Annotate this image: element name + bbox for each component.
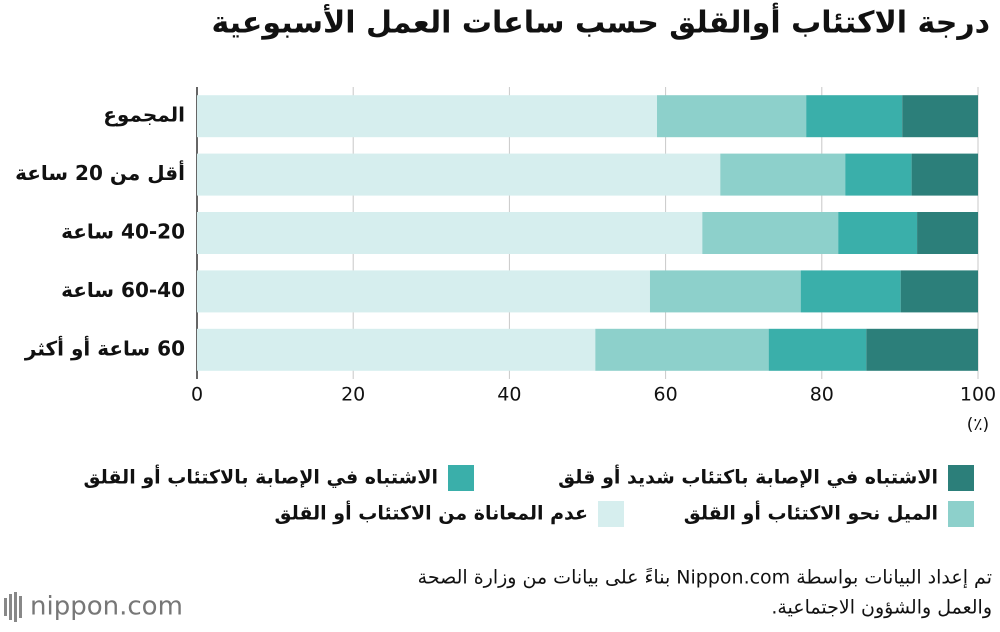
legend-label: الاشتباه في الإصابة بالاكتئاب أو القلق (84, 465, 439, 489)
bar-segment (845, 153, 912, 196)
y-tick-label: 40-20 ساعة (61, 220, 185, 244)
y-tick-label: 60 ساعة أو أكثر (24, 334, 185, 360)
bar-segment (900, 270, 978, 313)
legend-swatch (948, 501, 974, 527)
bar-segment (768, 328, 867, 371)
bar-segment (197, 95, 658, 138)
chart-title: درجة الاكتئاب أوالقلق حسب ساعات العمل ال… (211, 3, 990, 41)
bar-segment (197, 270, 650, 313)
legend-swatch (448, 465, 474, 491)
bar-segment (911, 153, 978, 196)
x-tick-label: 0 (191, 384, 203, 406)
bar-segment (800, 270, 901, 313)
bar-segment (702, 212, 839, 254)
bar-segment (197, 153, 721, 196)
note: والعمل والشؤون الاجتماعية. (771, 597, 992, 619)
bar-segment (838, 212, 918, 254)
x-tick-label: 80 (810, 384, 834, 406)
x-unit: (٪) (967, 415, 989, 435)
x-tick-label: 60 (654, 384, 678, 406)
bar-segment (902, 95, 978, 138)
bar-segment (806, 95, 903, 138)
x-tick-label: 100 (960, 384, 996, 406)
logo-text: nippon.com (30, 592, 183, 622)
note: تم إعداد البيانات بواسطة Nippon.com بناء… (418, 567, 992, 590)
x-tick-label: 20 (341, 384, 365, 406)
legend-label: عدم المعاناة من الاكتئاب أو القلق (274, 501, 588, 525)
bar-segment (720, 153, 846, 196)
bar-segment (197, 328, 596, 371)
y-tick-label: 60-40 ساعة (61, 278, 185, 302)
legend-swatch (948, 465, 974, 491)
bar-segment (197, 212, 703, 254)
bar-segment (595, 328, 769, 371)
y-tick-label: أقل من 20 ساعة (15, 159, 185, 185)
legend-label: الاشتباه في الإصابة باكتئاب شديد أو قلق (558, 465, 938, 489)
bar-segment (657, 95, 807, 138)
y-tick-label: المجموع (103, 103, 185, 127)
x-tick-label: 40 (497, 384, 521, 406)
bar-segment (917, 212, 978, 254)
logo-icon (4, 592, 22, 622)
legend-swatch (598, 501, 624, 527)
legend-label: الميل نحو الاكتئاب أو القلق (684, 501, 938, 525)
bar-segment (866, 328, 978, 371)
bar-segment (649, 270, 801, 313)
